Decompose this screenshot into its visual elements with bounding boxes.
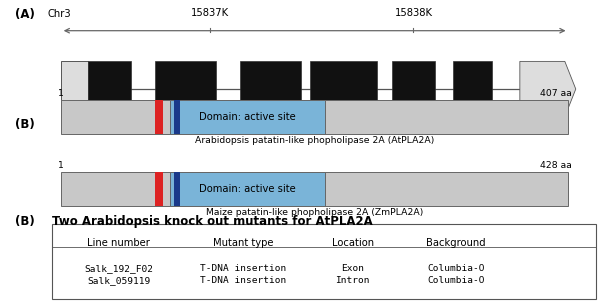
Text: 1: 1 (58, 161, 64, 170)
Text: 15837K: 15837K (191, 8, 229, 18)
Text: Columbia-O: Columbia-O (427, 276, 485, 285)
Bar (173, 172, 180, 206)
Text: Salk_059119: Salk_059119 (87, 276, 150, 285)
Text: Intron: Intron (336, 276, 370, 285)
Text: T-DNA insertion: T-DNA insertion (200, 276, 286, 285)
Text: Columbia-O: Columbia-O (427, 264, 485, 273)
Bar (61, 172, 568, 206)
Bar (392, 61, 435, 117)
Text: (B): (B) (15, 215, 35, 228)
Bar (173, 100, 180, 134)
Text: Background: Background (426, 238, 486, 248)
Text: Domain: active site: Domain: active site (199, 184, 295, 194)
Bar (310, 61, 377, 117)
Bar (61, 61, 88, 117)
Text: Mutant type: Mutant type (213, 238, 274, 248)
Text: Maize patatin-like phopholipase 2A (ZmPLA2A): Maize patatin-like phopholipase 2A (ZmPL… (206, 208, 423, 217)
Text: Exon: Exon (341, 264, 364, 273)
Text: 428 aa: 428 aa (540, 161, 572, 170)
Bar (170, 172, 325, 206)
Text: 1: 1 (58, 89, 64, 98)
Bar (240, 61, 301, 117)
Text: Domain: active site: Domain: active site (199, 112, 295, 122)
Bar (88, 61, 131, 117)
Text: Chr3: Chr3 (47, 9, 71, 19)
Text: T-DNA insertion: T-DNA insertion (200, 264, 286, 273)
Bar (170, 100, 325, 134)
Bar (52, 224, 596, 299)
Text: Line number: Line number (87, 238, 150, 248)
Text: Location: Location (331, 238, 374, 248)
Text: (B): (B) (15, 118, 35, 131)
Text: Two Arabidopsis knock out mutants for AtPLA2A: Two Arabidopsis knock out mutants for At… (52, 215, 373, 228)
FancyArrow shape (520, 61, 576, 117)
Bar (154, 172, 162, 206)
Text: Arabidopsis patatin-like phopholipase 2A (AtPLA2A): Arabidopsis patatin-like phopholipase 2A… (195, 136, 434, 145)
Bar (61, 100, 568, 134)
Text: (A): (A) (15, 8, 35, 21)
Text: 15838K: 15838K (395, 8, 432, 18)
Bar (453, 61, 492, 117)
Bar (154, 100, 162, 134)
Text: Salk_192_F02: Salk_192_F02 (84, 264, 153, 273)
Bar (155, 61, 216, 117)
Text: 407 aa: 407 aa (540, 89, 572, 98)
